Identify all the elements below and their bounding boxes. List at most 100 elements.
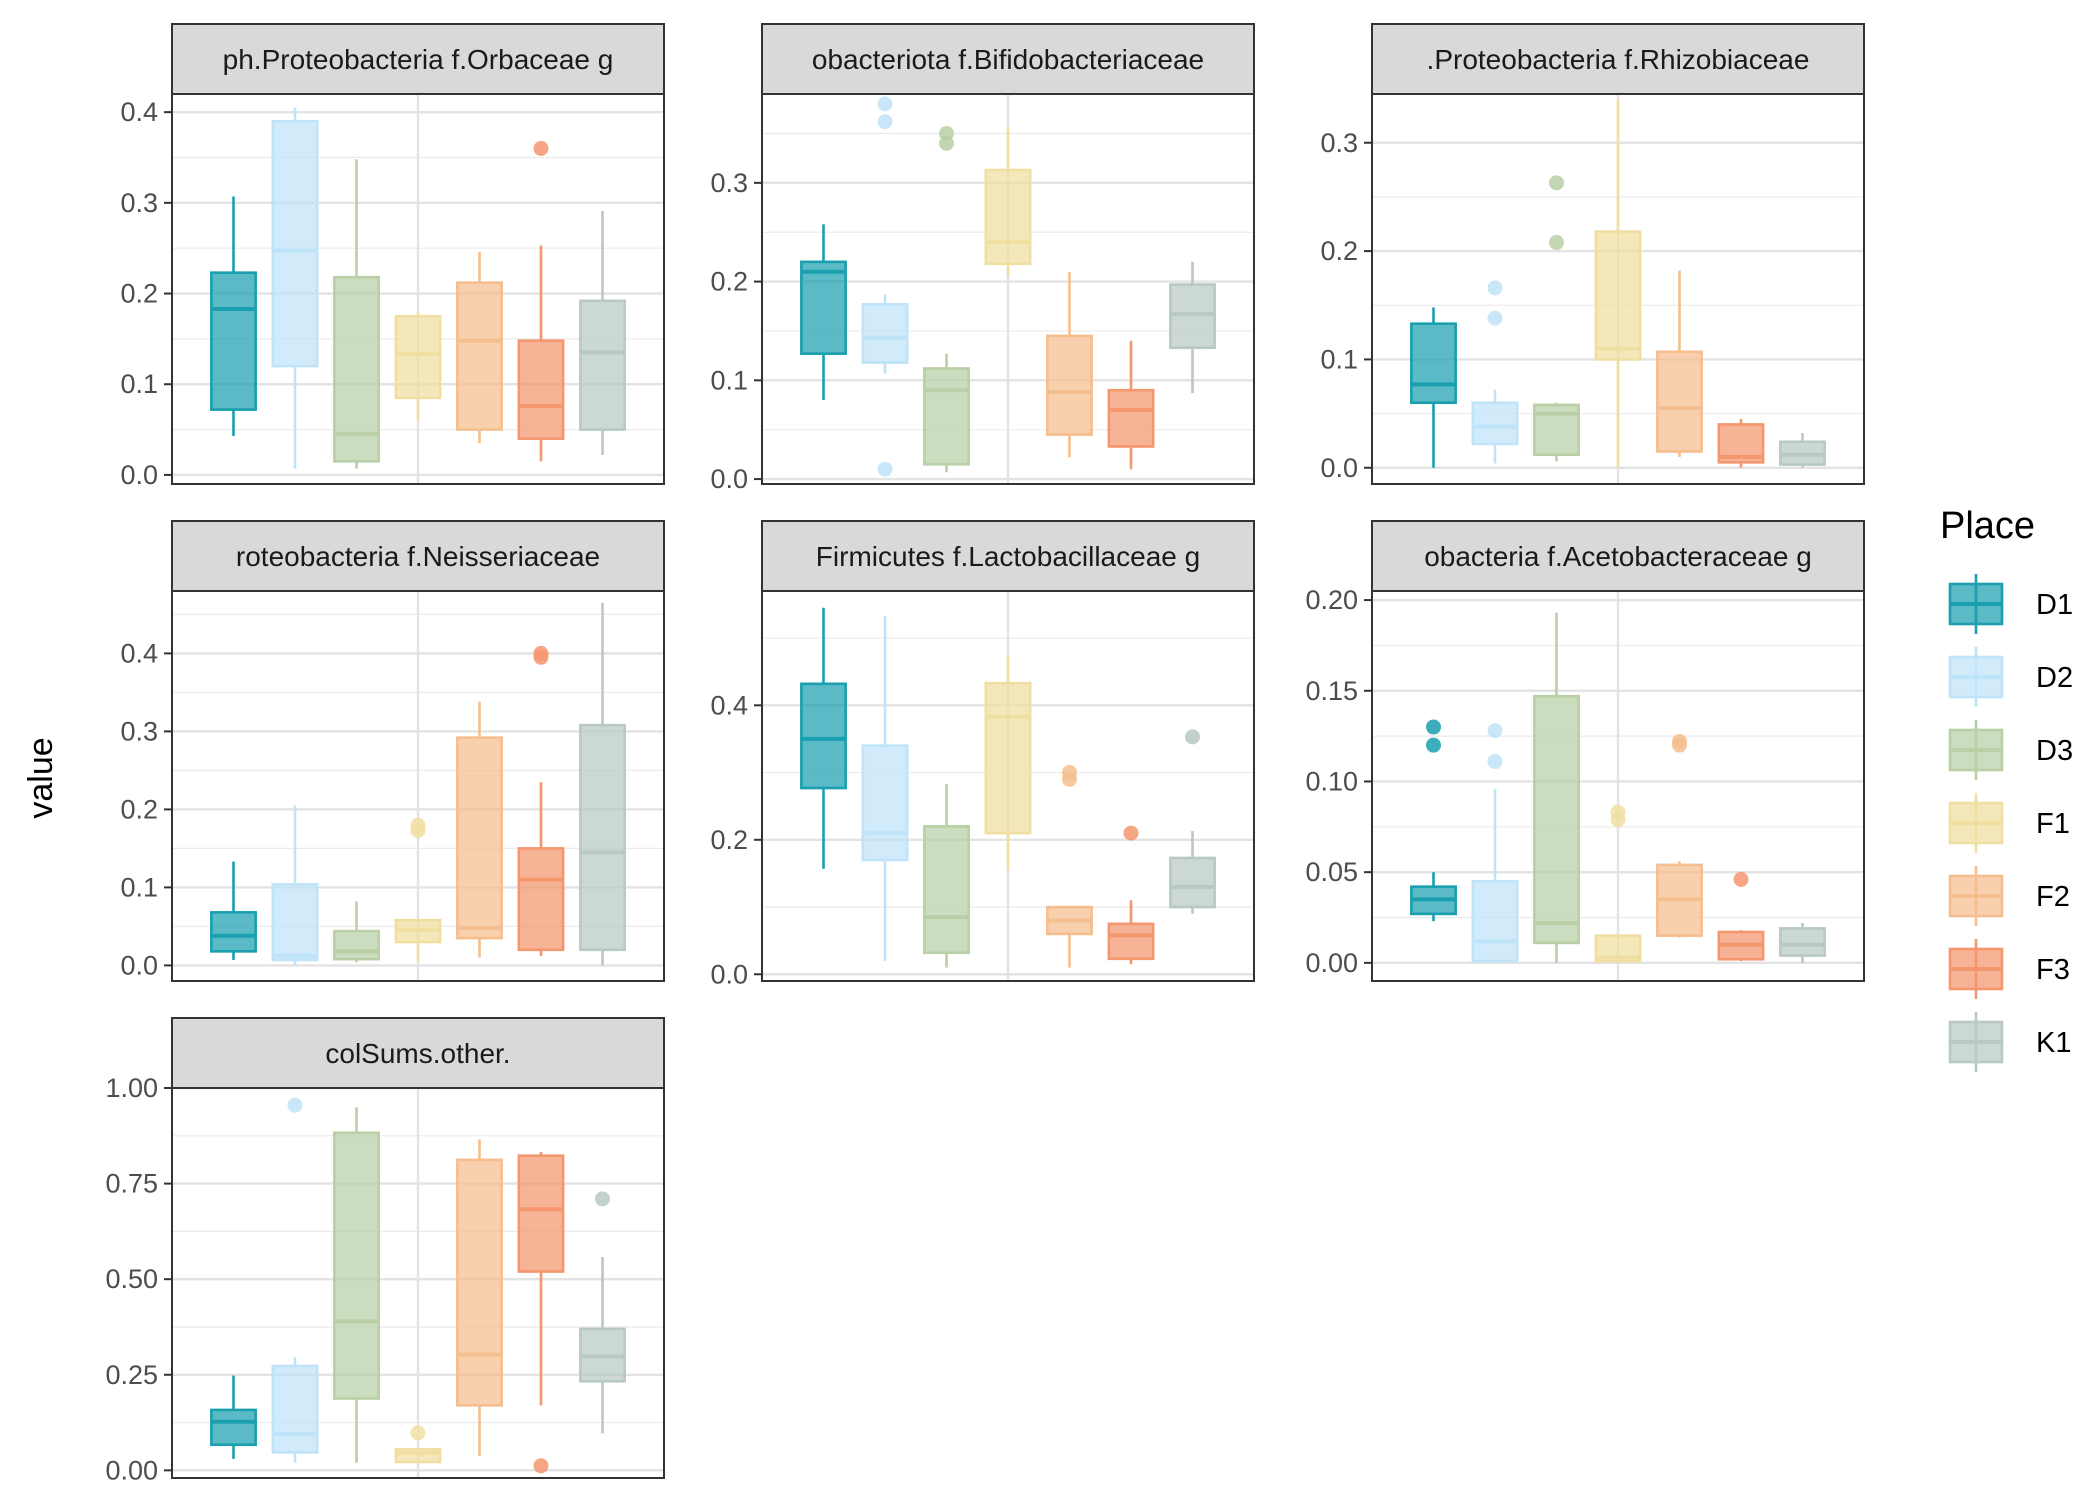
- box-D2: [271, 107, 319, 469]
- box-K1: [1169, 729, 1216, 914]
- outlier-point: [1733, 871, 1749, 887]
- y-tick-label: 0.3: [710, 168, 748, 198]
- box-iqr: [456, 1158, 503, 1407]
- box-iqr: [333, 929, 380, 961]
- y-tick-label: 0.4: [120, 638, 158, 668]
- legend: Place D1 D2 D3 F1 F2 F3 K1: [1940, 505, 2073, 1072]
- box-D3: [923, 783, 970, 968]
- box-F1: [394, 1425, 442, 1464]
- box-iqr: [579, 723, 626, 952]
- outlier-point: [1426, 737, 1441, 753]
- box-F3: [1107, 340, 1155, 470]
- outlier-point: [410, 1425, 426, 1441]
- facet-panel: 0.0 0.1 0.2 0.3 0.4 roteobacteria f.Neisseria…: [120, 520, 665, 982]
- box-D2: [271, 1097, 319, 1463]
- y-tick-label: 0.05: [1305, 857, 1358, 887]
- outlier-point: [1549, 234, 1564, 250]
- box-F1: [1594, 804, 1642, 963]
- box-iqr: [210, 271, 257, 411]
- y-tick-label: 0.50: [105, 1264, 158, 1294]
- box-D1: [800, 607, 847, 869]
- box-F2: [456, 1139, 503, 1457]
- legend-key-K1: K1: [1948, 1012, 2071, 1072]
- facet-strip-label: colSums.other.: [325, 1038, 510, 1069]
- outlier-point: [1610, 804, 1626, 820]
- outlier-point: [1123, 825, 1139, 841]
- box-F1: [1594, 99, 1642, 468]
- box-F3: [517, 140, 565, 462]
- box-F1: [394, 817, 442, 962]
- box-iqr: [1107, 922, 1155, 961]
- box-D3: [1533, 612, 1580, 963]
- outlier-point: [1487, 723, 1503, 739]
- box-F2: [456, 701, 503, 958]
- box-F2: [1656, 734, 1703, 938]
- box-F1: [394, 311, 442, 421]
- outlier-point: [533, 140, 549, 156]
- outlier-point: [1672, 734, 1687, 750]
- outlier-point: [1062, 765, 1077, 781]
- outlier-point: [287, 1097, 303, 1113]
- legend-key-D1: D1: [1948, 574, 2073, 634]
- y-tick-label: 0.3: [120, 188, 158, 218]
- box-iqr: [861, 303, 909, 364]
- legend-key-D3: D3: [1948, 720, 2073, 780]
- box-K1: [1779, 433, 1826, 468]
- legend-label: F2: [2036, 881, 2070, 913]
- y-tick-label: 0.3: [1320, 128, 1358, 158]
- box-D2: [861, 615, 909, 961]
- outlier-point: [1185, 729, 1200, 745]
- y-tick-label: 0.20: [1305, 585, 1358, 615]
- y-tick-label: 1.00: [105, 1073, 158, 1103]
- facet-strip: [761, 520, 1255, 592]
- facet-panel: 0.00 0.05 0.10 0.15 0.20 obacteria f.Acetobac…: [1305, 520, 1865, 982]
- outlier-point: [877, 114, 893, 130]
- y-tick-label: 0.4: [120, 97, 158, 127]
- outlier-point: [595, 1191, 610, 1207]
- y-tick-label: 0.00: [105, 1455, 158, 1485]
- facet-panels: 0.0 0.1 0.2 0.3 0.4 ph.Proteobacteria f.Orbac…: [105, 23, 1865, 1485]
- y-tick-label: 0.0: [1320, 453, 1358, 483]
- box-iqr: [1471, 401, 1519, 446]
- box-iqr: [271, 119, 319, 368]
- facet-strip-label: .Proteobacteria f.Rhizobiaceae: [1427, 44, 1810, 75]
- box-D2: [271, 805, 319, 966]
- y-tick-label: 0.2: [710, 267, 748, 297]
- legend-key-F3: F3: [1948, 939, 2070, 999]
- box-iqr: [271, 1364, 319, 1454]
- legend-label: D3: [2036, 735, 2073, 767]
- y-tick-label: 0.4: [710, 690, 748, 720]
- box-D1: [210, 1375, 257, 1459]
- box-iqr: [271, 882, 319, 962]
- facet-panel: 0.0 0.1 0.2 0.3 .Proteobacteria f.Rhizobiace…: [1320, 23, 1865, 485]
- y-tick-label: 0.00: [1305, 948, 1358, 978]
- facet-strip: [1371, 23, 1865, 95]
- box-F2: [1046, 271, 1093, 458]
- facet-strip-label: ph.Proteobacteria f.Orbaceae g: [223, 44, 614, 75]
- facet-strip: [1371, 520, 1865, 592]
- y-tick-label: 0.25: [105, 1360, 158, 1390]
- box-F3: [1717, 419, 1765, 468]
- legend-label: D1: [2036, 589, 2073, 621]
- box-D1: [800, 224, 847, 401]
- legend-key-D2: D2: [1948, 647, 2073, 707]
- box-K1: [579, 1191, 626, 1434]
- box-D1: [1410, 307, 1457, 468]
- box-iqr: [1594, 230, 1642, 361]
- outlier-point: [1549, 175, 1564, 191]
- box-K1: [1169, 261, 1216, 394]
- y-tick-label: 0.0: [120, 460, 158, 490]
- legend-label: F3: [2036, 954, 2070, 986]
- y-tick-label: 0.0: [710, 959, 748, 989]
- outlier-point: [533, 1458, 549, 1474]
- facet-strip-label: obacteria f.Acetobacteraceae g: [1424, 541, 1812, 572]
- box-F3: [1107, 825, 1155, 965]
- box-iqr: [210, 911, 257, 953]
- outlier-point: [533, 645, 549, 661]
- outlier-point: [1426, 719, 1441, 735]
- box-K1: [579, 211, 626, 455]
- box-iqr: [984, 168, 1032, 266]
- y-tick-label: 0.1: [710, 365, 748, 395]
- box-iqr: [394, 314, 442, 400]
